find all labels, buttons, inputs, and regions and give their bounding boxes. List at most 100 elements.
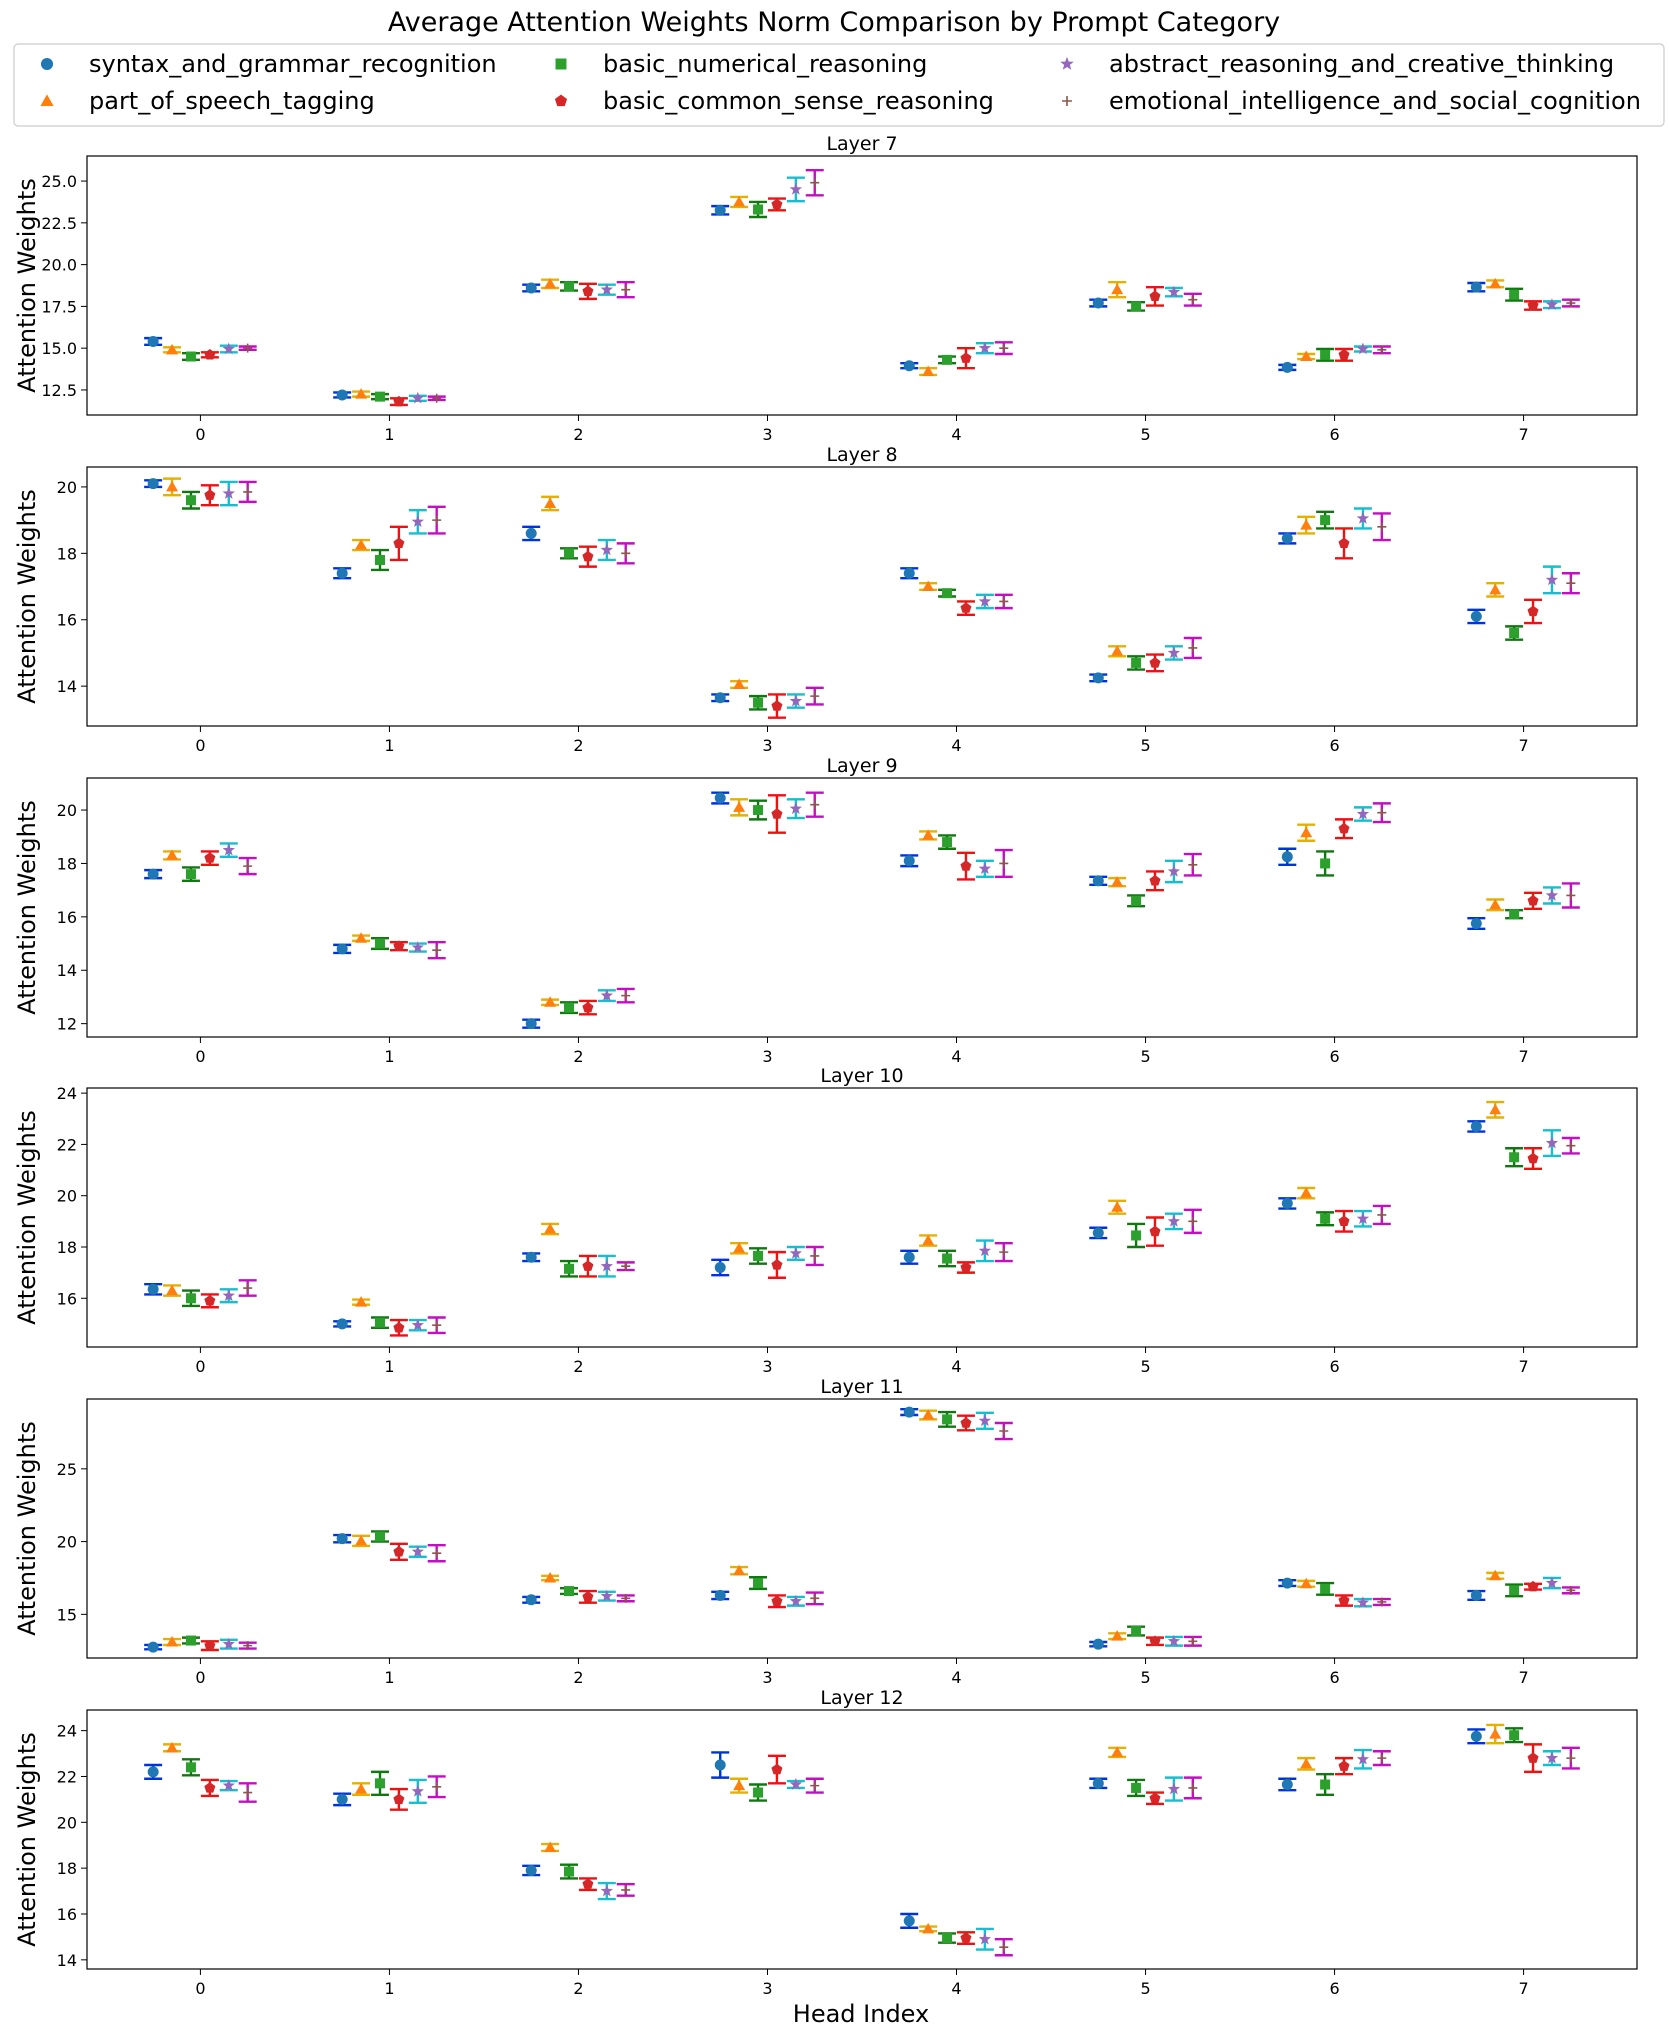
data-point-syntax-and-grammar-recognition xyxy=(144,1282,163,1296)
data-point-syntax-and-grammar-recognition xyxy=(1467,1589,1486,1601)
x-tick-label: 1 xyxy=(384,736,394,755)
data-point-syntax-and-grammar-recognition xyxy=(1278,361,1297,373)
marker-syntax-and-grammar-recognition xyxy=(1470,918,1482,930)
y-tick-label: 16 xyxy=(57,1905,77,1924)
marker-basic-numerical-reasoning xyxy=(1131,1626,1142,1637)
data-point-abstract-reasoning-and-creative-thinking xyxy=(408,941,427,953)
marker-part-of-speech-tagging xyxy=(355,1296,368,1307)
data-point-basic-common-sense-reasoning xyxy=(200,1293,219,1309)
x-tick-label: 4 xyxy=(951,1668,961,1687)
data-point-basic-common-sense-reasoning xyxy=(1524,1147,1543,1170)
x-tick-label: 6 xyxy=(1329,1668,1339,1687)
data-point-emotional-intelligence-and-social-cognition xyxy=(805,1245,824,1267)
data-point-basic-common-sense-reasoning xyxy=(1524,299,1543,311)
marker-syntax-and-grammar-recognition xyxy=(525,1018,537,1030)
x-tick-label: 3 xyxy=(762,425,772,444)
marker-basic-numerical-reasoning xyxy=(1509,628,1520,639)
marker-basic-numerical-reasoning xyxy=(1509,1730,1520,1741)
marker-abstract-reasoning-and-creative-thinking xyxy=(1356,1212,1370,1225)
data-point-abstract-reasoning-and-creative-thinking xyxy=(1542,298,1561,310)
legend-item-basic-common-sense-reasoning: basic_common_sense_reasoning xyxy=(554,87,994,115)
data-point-emotional-intelligence-and-social-cognition xyxy=(616,987,635,1004)
marker-emotional-intelligence-and-social-cognition xyxy=(999,858,1009,868)
data-point-basic-common-sense-reasoning xyxy=(578,1877,597,1892)
y-tick-label: 20 xyxy=(57,1813,77,1832)
data-point-emotional-intelligence-and-social-cognition xyxy=(238,856,257,876)
marker-emotional-intelligence-and-social-cognition xyxy=(810,800,820,810)
data-point-abstract-reasoning-and-creative-thinking xyxy=(1353,342,1372,355)
marker-abstract-reasoning-and-creative-thinking xyxy=(789,1594,803,1607)
x-tick-label: 0 xyxy=(195,1357,205,1376)
data-point-syntax-and-grammar-recognition xyxy=(522,1251,541,1263)
data-point-part-of-speech-tagging xyxy=(163,849,182,861)
marker-basic-common-sense-reasoning xyxy=(582,1878,594,1889)
legend-item-syntax-and-grammar-recognition: syntax_and_grammar_recognition xyxy=(40,50,497,78)
panel-frame-layer-12 xyxy=(86,1709,1638,1970)
legend-item-abstract-reasoning-and-creative-thinking: abstract_reasoning_and_creative_thinking xyxy=(1060,50,1614,78)
marker-abstract-reasoning-and-creative-thinking xyxy=(1167,1782,1181,1795)
data-point-part-of-speech-tagging xyxy=(352,1534,371,1548)
data-point-emotional-intelligence-and-social-cognition xyxy=(238,1279,257,1297)
marker-basic-numerical-reasoning xyxy=(942,354,953,365)
marker-syntax-and-grammar-recognition xyxy=(1281,361,1293,373)
marker-basic-common-sense-reasoning xyxy=(204,852,216,863)
marker-basic-numerical-reasoning xyxy=(564,1586,575,1597)
marker-syntax-and-grammar-recognition xyxy=(147,868,159,880)
data-point-basic-numerical-reasoning xyxy=(749,200,768,219)
marker-syntax-and-grammar-recognition xyxy=(147,1766,159,1778)
marker-emotional-intelligence-and-social-cognition xyxy=(999,596,1009,606)
data-point-abstract-reasoning-and-creative-thinking xyxy=(786,798,805,820)
data-point-abstract-reasoning-and-creative-thinking xyxy=(597,1881,616,1901)
data-point-emotional-intelligence-and-social-cognition xyxy=(994,1938,1013,1957)
data-point-basic-numerical-reasoning xyxy=(938,354,957,365)
marker-emotional-intelligence-and-social-cognition xyxy=(1188,860,1198,870)
marker-part-of-speech-tagging xyxy=(733,1779,746,1791)
x-tick-label: 1 xyxy=(384,425,394,444)
marker-basic-numerical-reasoning xyxy=(1320,1213,1331,1224)
data-point-abstract-reasoning-and-creative-thinking xyxy=(597,989,616,1003)
marker-part-of-speech-tagging xyxy=(544,1571,557,1583)
data-point-syntax-and-grammar-recognition xyxy=(1089,297,1108,309)
marker-abstract-reasoning-and-creative-thinking xyxy=(600,543,613,556)
data-point-abstract-reasoning-and-creative-thinking xyxy=(975,1411,994,1431)
y-tick-label: 12 xyxy=(57,1015,77,1034)
data-point-abstract-reasoning-and-creative-thinking xyxy=(1164,645,1183,661)
data-point-abstract-reasoning-and-creative-thinking xyxy=(975,1927,994,1951)
marker-abstract-reasoning-and-creative-thinking xyxy=(222,1289,235,1301)
marker-basic-common-sense-reasoning xyxy=(393,1321,405,1333)
y-tick-label: 18 xyxy=(57,854,77,873)
y-tick-label: 22 xyxy=(57,1767,77,1786)
marker-emotional-intelligence-and-social-cognition xyxy=(999,343,1009,353)
marker-syntax-and-grammar-recognition xyxy=(1092,1777,1104,1789)
data-point-syntax-and-grammar-recognition xyxy=(711,692,730,704)
data-point-basic-common-sense-reasoning xyxy=(578,545,597,568)
data-point-emotional-intelligence-and-social-cognition xyxy=(427,1544,446,1563)
x-tick-label: 2 xyxy=(573,1357,583,1376)
legend-item-part-of-speech-tagging: part_of_speech_tagging xyxy=(40,87,375,115)
marker-basic-numerical-reasoning xyxy=(1320,349,1331,360)
marker-basic-common-sense-reasoning xyxy=(582,285,594,297)
x-tick-label: 1 xyxy=(384,1979,394,1998)
marker-emotional-intelligence-and-social-cognition xyxy=(1566,1753,1576,1763)
data-point-syntax-and-grammar-recognition xyxy=(333,567,352,580)
data-point-emotional-intelligence-and-social-cognition xyxy=(1183,636,1202,660)
marker-syntax-and-grammar-recognition xyxy=(1092,1638,1104,1650)
marker-abstract-reasoning-and-creative-thinking xyxy=(600,989,613,1001)
marker-part-of-speech-tagging xyxy=(1300,350,1313,362)
marker-basic-common-sense-reasoning xyxy=(1338,822,1350,834)
marker-emotional-intelligence-and-social-cognition xyxy=(621,1261,631,1271)
marker-abstract-reasoning-and-creative-thinking xyxy=(789,694,803,707)
marker-syntax-and-grammar-recognition xyxy=(1470,281,1482,293)
x-tick-label: 7 xyxy=(1518,1668,1528,1687)
x-tick-label: 5 xyxy=(1140,1047,1150,1066)
data-point-basic-common-sense-reasoning xyxy=(956,851,975,881)
data-point-syntax-and-grammar-recognition xyxy=(144,335,163,347)
marker-basic-common-sense-reasoning xyxy=(1527,1752,1539,1763)
marker-syntax-and-grammar-recognition xyxy=(147,478,159,490)
x-tick-label: 3 xyxy=(762,1979,772,1998)
marker-emotional-intelligence-and-social-cognition xyxy=(621,285,631,295)
data-point-syntax-and-grammar-recognition xyxy=(711,791,730,805)
y-tick-label: 20.0 xyxy=(41,256,77,275)
data-point-basic-numerical-reasoning xyxy=(1505,287,1524,302)
data-point-part-of-speech-tagging xyxy=(163,1284,182,1297)
